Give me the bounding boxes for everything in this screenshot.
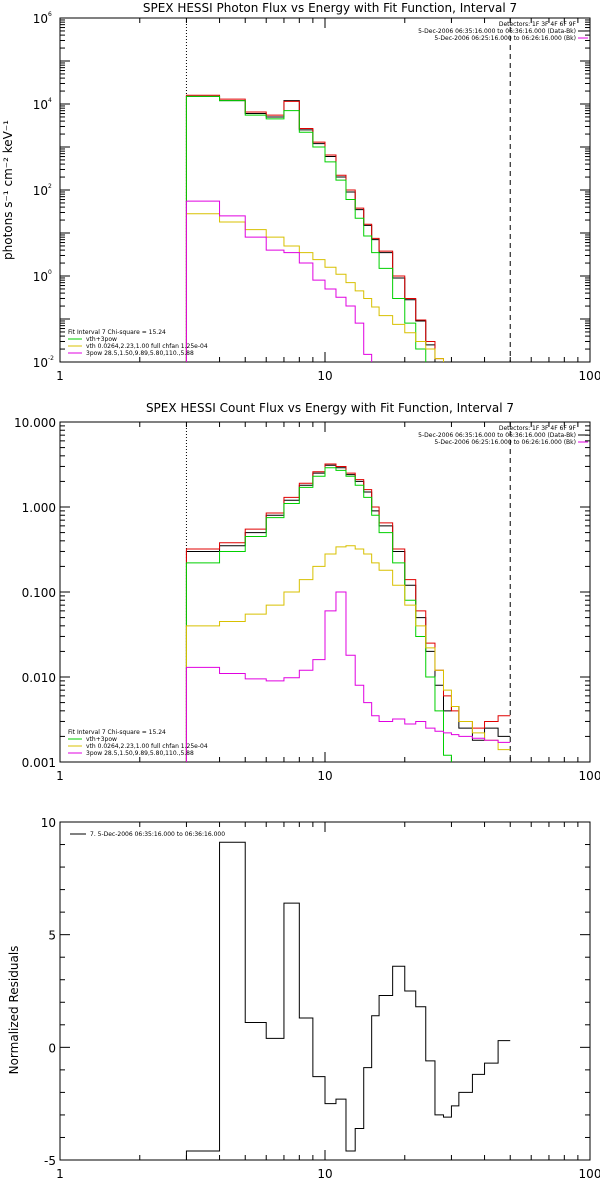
series-group [185, 463, 511, 762]
x-tick-label: 100 [579, 369, 600, 383]
y-tick-label: 1.000 [22, 501, 56, 515]
y-tick-exponent: 6 [48, 11, 52, 18]
detector-note-line: Detectors: 1F 3F 4F 6F 9F [499, 425, 577, 432]
y-tick-exponent: 4 [48, 97, 52, 104]
series-line-4 [185, 591, 511, 762]
legend-title: Fit Interval 7 Chi-square = 15.24 [68, 329, 166, 336]
series-group [185, 94, 444, 362]
detector-note-line: 5-Dec-2006 06:25:16.000 to 06:26:16.000 … [434, 439, 576, 446]
y-tick-exponent: 2 [48, 183, 52, 190]
y-tick-label: 10 [33, 98, 48, 112]
series-line-0 [185, 464, 511, 762]
residuals-panel: Normalized Residuals 1 10 100 -5 0 5 10 7. 5-De… [7, 816, 600, 1181]
series-line-3 [185, 545, 511, 762]
plot-frame [59, 821, 591, 1161]
series-group [185, 841, 511, 1160]
photon-chart-title: SPEX HESSI Photon Flux vs Energy with Fi… [143, 1, 517, 15]
x-tick-label: 1 [56, 369, 64, 383]
y-tick-label: 10 [41, 816, 56, 830]
legend-label: 3pow 28.5,1.50,9.89,5.80,110.,5.88 [86, 750, 194, 757]
detector-note-line: 5-Dec-2006 06:35:16.000 to 06:36:16.000 … [418, 28, 576, 35]
legend-label: vth 0.0264,2.23,1.00 full chfan 1.25e-04 [86, 343, 208, 350]
series-line-3 [185, 213, 444, 362]
residuals-y-axis-label: Normalized Residuals [7, 946, 21, 1075]
y-tick-label: 10 [33, 270, 48, 284]
x-tick-label: 10 [317, 1167, 332, 1181]
legend-label: vth+3pow [86, 336, 117, 343]
y-tick-label: 10.000 [14, 416, 56, 430]
x-tick-label: 100 [579, 1167, 600, 1181]
y-tick-label: 0 [48, 1041, 56, 1055]
x-tick-label: 10 [317, 369, 332, 383]
photon-y-axis-label: photons s⁻¹ cm⁻² keV⁻¹ [1, 120, 15, 260]
series-line-2 [185, 467, 452, 762]
legend-label: vth 0.0264,2.23,1.00 full chfan 1.25e-04 [86, 743, 208, 750]
series-line-1 [185, 463, 511, 762]
y-tick-label: 10 [33, 356, 48, 370]
y-tick-label: -5 [44, 1154, 56, 1168]
series-line-2 [185, 95, 427, 362]
y-tick-label: 5 [48, 929, 56, 943]
detector-note-line: 5-Dec-2006 06:25:16.000 to 06:26:16.000 … [434, 35, 576, 42]
count-flux-panel: SPEX HESSI Count Flux vs Energy with Fit… [14, 401, 600, 783]
x-tick-label: 1 [56, 769, 64, 783]
detector-note-line: Detectors: 1F 3F 4F 6F 9F [499, 21, 577, 28]
y-tick-label: 10 [33, 12, 48, 26]
x-tick-label: 10 [317, 769, 332, 783]
photon-flux-panel: SPEX HESSI Photon Flux vs Energy with Fi… [1, 1, 600, 383]
legend-label: 7. 5-Dec-2006 06:35:16.000 to 06:36:16.0… [90, 831, 225, 838]
x-tick-label: 100 [579, 769, 600, 783]
count-chart-title: SPEX HESSI Count Flux vs Energy with Fit… [146, 401, 514, 415]
legend-label: vth+3pow [86, 736, 117, 743]
x-tick-label: 1 [56, 1167, 64, 1181]
legend-title: Fit Interval 7 Chi-square = 15.24 [68, 729, 166, 736]
y-tick-exponent: -2 [48, 355, 54, 362]
series-line-4 [185, 200, 373, 362]
residuals-plot-area: 1 10 100 -5 0 5 10 7. 5-Dec-2006 06:35:16.000 t… [41, 816, 600, 1181]
detector-note-line: 5-Dec-2006 06:35:16.000 to 06:36:16.000 … [418, 432, 576, 439]
y-tick-label: 10 [33, 184, 48, 198]
legend-label: 3pow 28.5,1.50,9.89,5.80,110.,5.88 [86, 350, 194, 357]
y-tick-label: 0.001 [22, 756, 56, 770]
y-tick-exponent: 0 [48, 269, 52, 276]
count-plot-area: 1 10 100 0.001 0.010 0.100 1.000 10.000 Fit Inte… [14, 416, 600, 783]
y-tick-label: 0.010 [22, 671, 56, 685]
series-line-0 [185, 841, 511, 1160]
y-tick-label: 0.100 [22, 586, 56, 600]
